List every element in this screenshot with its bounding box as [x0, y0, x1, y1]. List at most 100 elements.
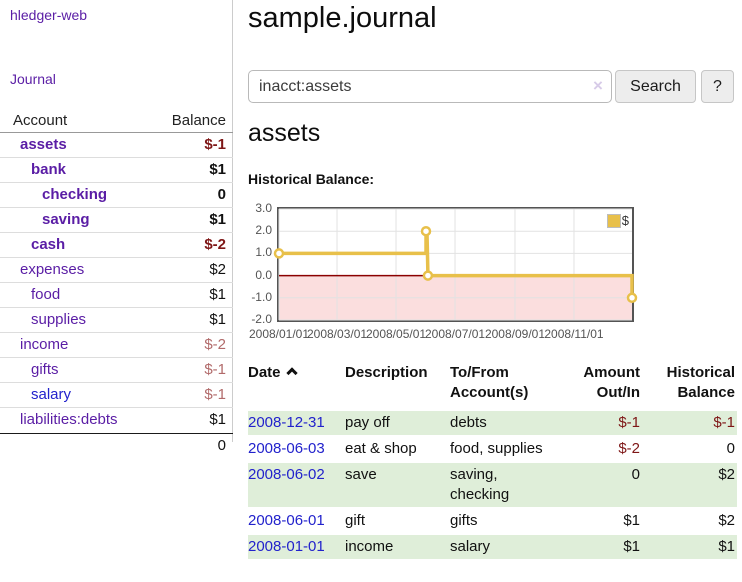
page-title: sample.journal — [248, 2, 437, 34]
transaction-amount: $-2 — [618, 440, 640, 457]
chart-title: Historical Balance: — [248, 171, 375, 187]
balance-column-header: Balance — [171, 112, 226, 129]
transaction-description: income — [345, 535, 450, 559]
account-link[interactable]: saving — [42, 211, 90, 228]
transaction-balance: $-1 — [640, 411, 737, 435]
y-tick-label: 3.0 — [255, 201, 272, 215]
help-button[interactable]: ? — [701, 70, 734, 103]
register-row: 2008-01-01 income salary $1 $1 — [248, 535, 737, 559]
account-row-food: food $1 — [0, 283, 233, 308]
description-column-header: Description — [345, 364, 428, 381]
account-balance: $-1 — [204, 361, 226, 378]
account-link[interactable]: salary — [31, 386, 72, 403]
account-balance: $1 — [209, 411, 226, 428]
transaction-amount: $1 — [623, 512, 640, 529]
account-balance: 0 — [217, 186, 226, 203]
account-row-salary: salary $-1 — [0, 383, 233, 408]
transaction-description: eat & shop — [345, 440, 417, 457]
accounts-total-balance: 0 — [217, 437, 226, 454]
brand-link[interactable]: hledger-web — [10, 7, 88, 23]
x-tick-label: 2008/03/01 — [306, 327, 368, 341]
legend-label: $ — [621, 213, 629, 228]
chart-legend: $ — [606, 213, 629, 228]
transaction-date-link[interactable]: 2008-12-31 — [248, 414, 325, 431]
transaction-balance: $1 — [640, 535, 737, 559]
account-balance: $2 — [209, 261, 226, 278]
register-row: 2008-06-02 save saving, checking 0 $2 — [248, 463, 737, 507]
account-row-liabilities-debts: liabilities:debts $1 — [0, 408, 233, 433]
account-link[interactable]: cash — [31, 236, 66, 253]
account-link[interactable]: checking — [42, 186, 108, 203]
account-link[interactable]: expenses — [20, 261, 85, 278]
account-row-cash: cash $-2 — [0, 233, 233, 258]
account-link[interactable]: supplies — [31, 311, 87, 328]
y-tick-label: -2.0 — [251, 312, 272, 326]
account-link[interactable]: liabilities:debts — [20, 411, 118, 428]
transaction-accounts: debts — [450, 411, 555, 435]
account-link[interactable]: income — [20, 336, 69, 353]
x-tick-label: 2008/11/01 — [544, 327, 604, 341]
transaction-accounts: salary — [450, 535, 555, 559]
transaction-balance: $2 — [718, 512, 735, 529]
register-table: Date Description To/From Account(s) Amou… — [248, 361, 737, 561]
account-balance: $-1 — [204, 386, 226, 403]
historical-balance-chart: $ — [273, 207, 638, 322]
balance-column-header: Historical Balance — [666, 364, 735, 401]
transaction-balance: 0 — [726, 440, 735, 457]
transaction-balance: $2 — [640, 463, 737, 507]
transaction-amount: $1 — [555, 535, 640, 559]
transaction-amount: 0 — [555, 463, 640, 507]
account-column-header: Account — [13, 112, 68, 129]
transaction-amount: $-1 — [555, 411, 640, 435]
clear-search-icon[interactable]: × — [593, 76, 603, 95]
account-balance: $-1 — [204, 136, 226, 153]
x-tick-label: 2008/01/01 — [248, 327, 310, 341]
transaction-date-link[interactable]: 2008-06-01 — [248, 512, 325, 529]
y-tick-label: -1.0 — [251, 289, 272, 304]
chart-canvas — [273, 208, 638, 321]
register-header-row: Date Description To/From Account(s) Amou… — [248, 363, 737, 409]
date-column-header[interactable]: Date — [248, 363, 345, 409]
sort-ascending-icon — [285, 367, 298, 379]
account-row-income: income $-2 — [0, 333, 233, 358]
account-link[interactable]: assets — [20, 136, 67, 153]
register-row: 2008-12-31 pay off debts $-1 $-1 — [248, 411, 737, 435]
transaction-accounts: saving, checking — [450, 463, 555, 507]
account-balance: $1 — [209, 211, 226, 228]
tofrom-column-header: To/From Account(s) — [450, 364, 529, 401]
y-tick-label: 1.0 — [255, 245, 272, 260]
account-link[interactable]: bank — [31, 161, 67, 178]
account-row-supplies: supplies $1 — [0, 308, 233, 333]
x-tick-label: 2008/09/01 — [484, 327, 545, 341]
account-row-bank: bank $1 — [0, 158, 233, 183]
transaction-date-link[interactable]: 2008-06-03 — [248, 440, 325, 457]
transaction-accounts: gifts — [450, 512, 478, 529]
account-row-checking: checking 0 — [0, 183, 233, 208]
search-input[interactable] — [248, 70, 612, 103]
transaction-description: gift — [345, 512, 366, 529]
account-row-assets: assets $-1 — [0, 133, 233, 158]
search-button[interactable]: Search — [615, 70, 696, 103]
transaction-date-link[interactable]: 2008-01-01 — [248, 538, 325, 555]
legend-swatch — [606, 213, 621, 228]
account-link[interactable]: gifts — [31, 361, 59, 378]
y-tick-label: 0.0 — [255, 267, 272, 282]
account-link[interactable]: food — [31, 286, 61, 303]
transaction-date-link[interactable]: 2008-06-02 — [248, 466, 325, 483]
accounts-table-header: Account Balance — [0, 108, 233, 133]
x-tick-label: 2008/05/01 — [365, 327, 427, 341]
account-balance: $1 — [209, 161, 226, 178]
account-balance: $-2 — [204, 236, 226, 253]
accounts-table: Account Balance assets $-1 bank $1 check… — [0, 108, 233, 458]
sidebar: hledger-web Journal Account Balance asse… — [0, 0, 233, 454]
account-row-gifts: gifts $-1 — [0, 358, 233, 383]
account-row-saving: saving $1 — [0, 208, 233, 233]
register-row: 2008-06-01 gift gifts $1 $2 — [248, 509, 737, 533]
account-row-expenses: expenses $2 — [0, 258, 233, 283]
x-tick-label: 2008/07/01 — [424, 327, 486, 341]
transaction-accounts: food, supplies — [450, 440, 543, 457]
transaction-description: save — [345, 463, 450, 507]
y-tick-label: 2.0 — [255, 223, 272, 238]
sidebar-item-journal[interactable]: Journal — [10, 71, 56, 87]
accounts-total-row: 0 — [0, 433, 233, 458]
